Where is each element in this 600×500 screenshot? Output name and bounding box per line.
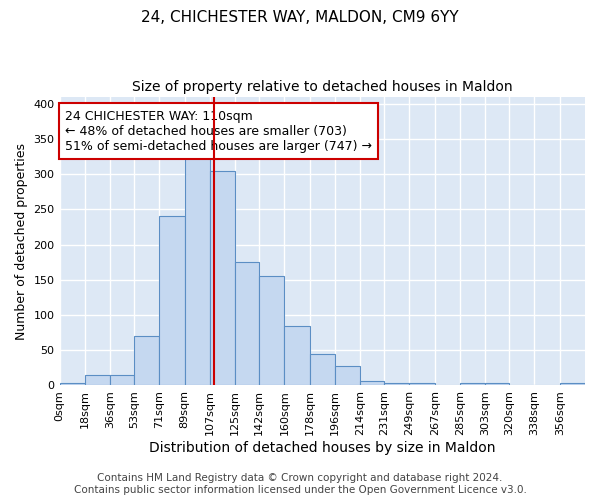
Bar <box>110 375 134 386</box>
Bar <box>384 382 409 386</box>
Bar <box>235 262 259 386</box>
Title: Size of property relative to detached houses in Maldon: Size of property relative to detached ho… <box>132 80 512 94</box>
Text: Contains HM Land Registry data © Crown copyright and database right 2024.
Contai: Contains HM Land Registry data © Crown c… <box>74 474 526 495</box>
Bar <box>560 384 585 386</box>
Text: 24, CHICHESTER WAY, MALDON, CM9 6YY: 24, CHICHESTER WAY, MALDON, CM9 6YY <box>141 10 459 25</box>
Bar <box>284 326 310 386</box>
Bar <box>185 150 210 386</box>
Bar <box>210 170 235 386</box>
Y-axis label: Number of detached properties: Number of detached properties <box>15 142 28 340</box>
Bar <box>59 384 85 386</box>
Bar <box>485 384 509 386</box>
Bar <box>85 375 110 386</box>
Bar <box>134 336 159 386</box>
Bar <box>159 216 185 386</box>
Bar <box>259 276 284 386</box>
Bar <box>335 366 360 386</box>
Bar <box>360 380 384 386</box>
X-axis label: Distribution of detached houses by size in Maldon: Distribution of detached houses by size … <box>149 441 496 455</box>
Text: 24 CHICHESTER WAY: 110sqm
← 48% of detached houses are smaller (703)
51% of semi: 24 CHICHESTER WAY: 110sqm ← 48% of detac… <box>65 110 372 152</box>
Bar <box>310 354 335 386</box>
Bar <box>460 384 485 386</box>
Bar <box>409 382 434 386</box>
